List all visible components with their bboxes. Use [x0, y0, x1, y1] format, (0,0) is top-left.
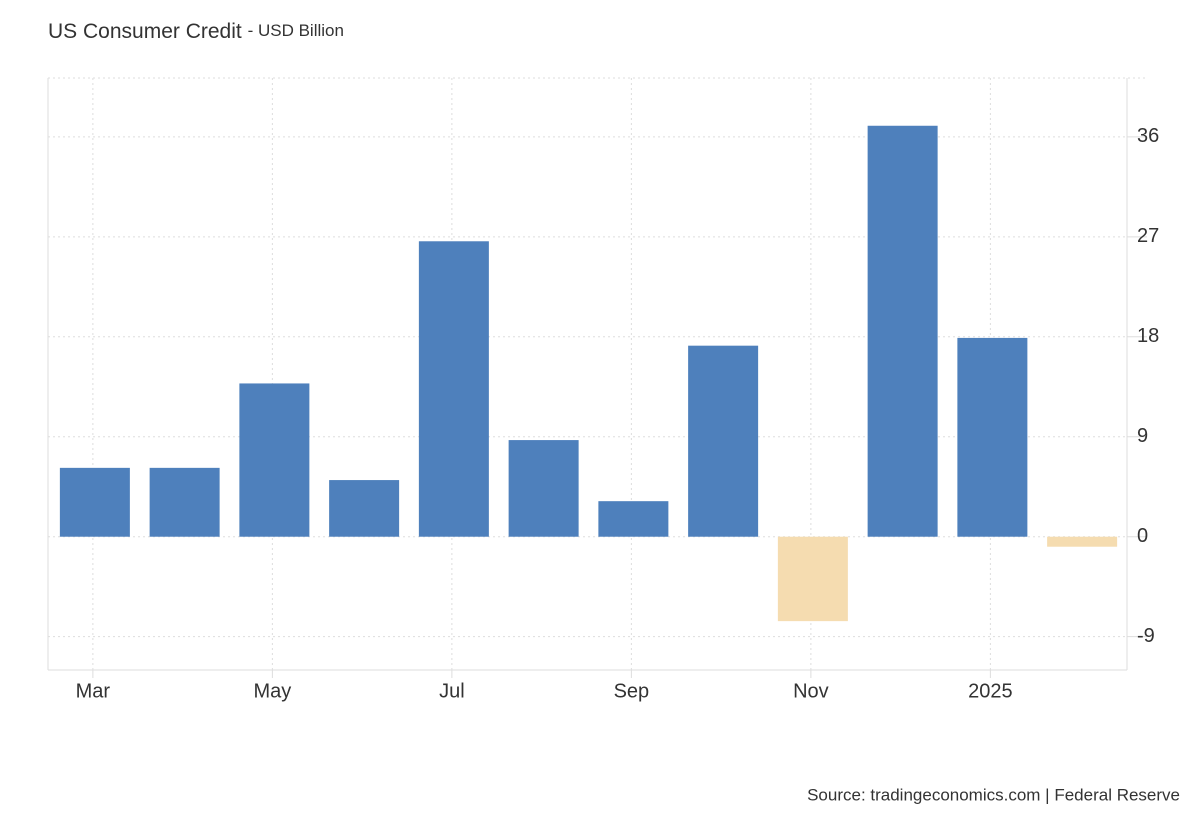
y-tick-label: -9: [1137, 625, 1155, 647]
x-tick-label: Sep: [614, 680, 650, 702]
y-tick-label: 36: [1137, 125, 1159, 147]
bar: [867, 125, 938, 537]
bar: [59, 467, 130, 537]
source: Source: tradingeconomics.com | Federal R…: [807, 785, 1180, 804]
y-tick-label: 9: [1137, 425, 1148, 447]
y-tick-label: 27: [1137, 225, 1159, 247]
bar: [508, 440, 579, 537]
bar: [957, 337, 1028, 537]
subtitle: - USD Billion: [248, 21, 344, 40]
chart-title: US Consumer Credit - USD Billion: [48, 20, 344, 43]
bar: [329, 480, 400, 537]
x-tick-label: Jul: [439, 680, 465, 702]
bar: [1047, 536, 1118, 547]
title: US Consumer Credit: [48, 20, 242, 43]
bar: [777, 536, 848, 622]
bar: [598, 501, 669, 537]
x-tick-label: 2025: [968, 680, 1013, 702]
bar: [418, 241, 489, 537]
bar: [688, 345, 759, 537]
bar: [149, 467, 220, 537]
y-tick-label: 18: [1137, 325, 1159, 347]
x-tick-label: Nov: [793, 680, 829, 702]
bar: [239, 383, 310, 537]
x-tick-label: Mar: [76, 680, 111, 702]
x-tick-label: May: [253, 680, 291, 702]
y-tick-label: 0: [1137, 525, 1148, 547]
